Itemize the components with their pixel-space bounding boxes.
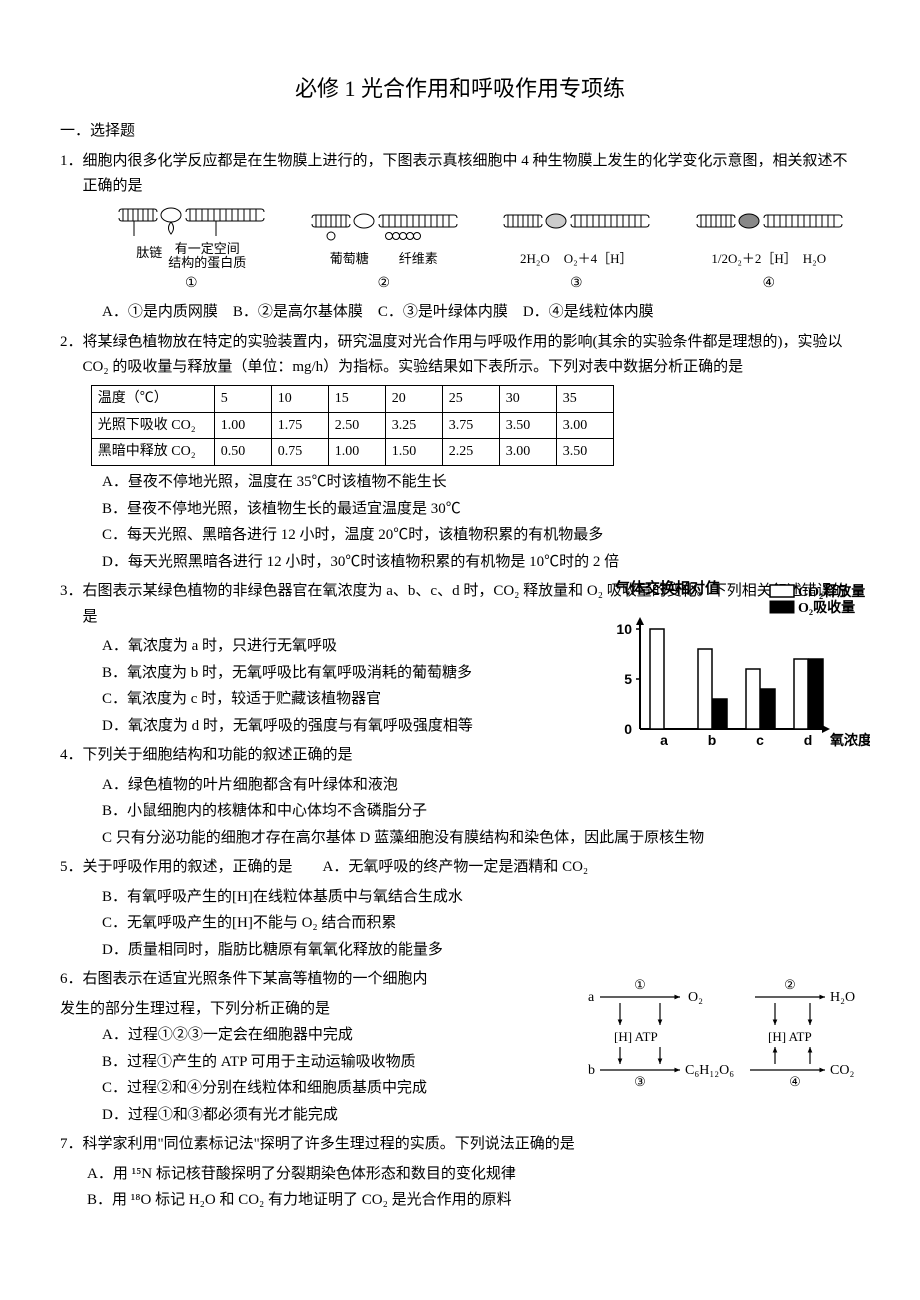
- q5-optB: B．有氧呼吸产生的[H]在线粒体基质中与氧结合生成水: [60, 885, 860, 911]
- q6-optA: A．过程①②③一定会在细胞器中完成: [60, 1023, 540, 1049]
- q1-d4-l2: H₂O: [803, 248, 826, 270]
- q7-stem: 7．科学家利用"同位素标记法"探明了许多生理过程的实质。下列说法正确的是: [60, 1132, 860, 1158]
- q6-optC: C．过程②和④分别在线粒体和细胞质基质中完成: [60, 1076, 540, 1102]
- membrane-icon: [501, 212, 651, 246]
- q1-d3-l1: 2H₂O: [520, 248, 550, 270]
- svg-text:5: 5: [624, 671, 632, 687]
- svg-text:CO₂: CO₂: [830, 1063, 854, 1078]
- q1-d1-l2: 有一定空间: [168, 242, 246, 256]
- svg-text:CO₂释放量: CO₂释放量: [798, 583, 865, 600]
- svg-text:②: ②: [784, 977, 796, 992]
- q1-d3-num: ③: [570, 272, 583, 296]
- q1-d4-num: ④: [762, 272, 775, 296]
- section-heading: 一．选择题: [60, 119, 860, 145]
- svg-text:10: 10: [616, 621, 632, 637]
- svg-text:b: b: [588, 1063, 595, 1078]
- membrane-icon: [694, 212, 844, 246]
- q6-optB: B．过程①产生的 ATP 可用于主动运输吸收物质: [60, 1050, 540, 1076]
- q1-d1-l3: 结构的蛋白质: [168, 256, 246, 270]
- svg-text:0: 0: [624, 721, 632, 737]
- page-title: 必修 1 光合作用和呼吸作用专项练: [60, 70, 860, 107]
- q1-d2-l2: 纤维素: [399, 248, 438, 270]
- q2-optB: B．昼夜不停地光照，该植物生长的最适宜温度是 30℃: [60, 497, 860, 523]
- q1-d2-num: ②: [377, 272, 390, 296]
- q4-optCD: C 只有分泌功能的细胞才存在高尔基体 D 蓝藻细胞没有膜结构和染色体，因此属于原…: [60, 826, 860, 852]
- q5-optD: D．质量相同时，脂肪比糖原有氧氧化释放的能量多: [60, 938, 860, 964]
- svg-text:b: b: [708, 732, 717, 748]
- svg-text:③: ③: [634, 1074, 646, 1089]
- svg-text:a: a: [588, 990, 595, 1005]
- svg-text:a: a: [660, 732, 668, 748]
- svg-text:气体交换相对值: 气体交换相对值: [614, 579, 720, 597]
- q3-optD: D．氧浓度为 d 时，无氧呼吸的强度与有氧呼吸强度相等: [60, 714, 580, 740]
- svg-text:d: d: [804, 732, 813, 748]
- q5-stem: 5．关于呼吸作用的叙述，正确的是 A．无氧呼吸的终产物一定是酒精和 CO₂: [60, 855, 860, 881]
- q5-optC: C．无氧呼吸产生的[H]不能与 O₂ 结合而积累: [60, 911, 860, 937]
- q1-diagram-2: 葡萄糖 纤维素 ②: [309, 212, 459, 296]
- q1-d1-num: ①: [185, 272, 198, 296]
- table-row: 温度（℃） 5 10 15 20 25 30 35: [91, 385, 613, 412]
- svg-text:①: ①: [634, 977, 646, 992]
- q1-d4-l1: 1/2O₂＋2［H］: [711, 248, 796, 270]
- q3-chart: 气体交换相对值 CO₂释放量O₂吸收量 0 5 10 a b c d 氧浓度(%): [610, 579, 870, 759]
- q4-optA: A．绿色植物的叶片细胞都含有叶绿体和液泡: [60, 773, 860, 799]
- q7-optA: A．用 ¹⁵N 标记核苷酸探明了分裂期染色体形态和数目的变化规律: [60, 1162, 860, 1188]
- q6-diagram: a ① O₂ ② H₂O [H] ATP [H] ATP b ③ C₆H₁₂O₆ ④ CO₂: [580, 975, 860, 1095]
- svg-text:氧浓度(%): 氧浓度(%): [829, 732, 870, 749]
- q1-diagram-4: 1/2O₂＋2［H］ H₂O ④: [694, 212, 844, 296]
- svg-text:O₂吸收量: O₂吸收量: [798, 599, 855, 616]
- q1-d1-l1: 肽链: [136, 242, 162, 271]
- q1-options: A．①是内质网膜 B．②是高尔基体膜 C．③是叶绿体内膜 D．④是线粒体内膜: [60, 300, 860, 326]
- q3-optC: C．氧浓度为 c 时，较适于贮藏该植物器官: [60, 687, 580, 713]
- q2-optC: C．每天光照、黑暗各进行 12 小时，温度 20℃时，该植物积累的有机物最多: [60, 523, 860, 549]
- table-row: 光照下吸收 CO₂ 1.00 1.75 2.50 3.25 3.75 3.50 …: [91, 412, 613, 439]
- q1-d2-l1: 葡萄糖: [330, 248, 369, 270]
- svg-text:[H] ATP: [H] ATP: [614, 1029, 658, 1044]
- q3-optB: B．氧浓度为 b 时，无氧呼吸比有氧呼吸消耗的葡萄糖多: [60, 661, 580, 687]
- q1-stem: 1．细胞内很多化学反应都是在生物膜上进行的，下图表示真核细胞中 4 种生物膜上发…: [60, 149, 860, 200]
- q6-optD: D．过程①和③都必须有光才能完成: [60, 1103, 540, 1129]
- svg-text:C₆H₁₂O₆: C₆H₁₂O₆: [685, 1063, 734, 1078]
- q1-d3-l2: O₂＋4［H］: [564, 248, 633, 270]
- svg-text:c: c: [756, 732, 764, 748]
- q1-diagrams: 肽链 有一定空间 结构的蛋白质 ①: [100, 206, 860, 296]
- q4-optB: B．小鼠细胞内的核糖体和中心体均不含磷脂分子: [60, 799, 860, 825]
- q2-optA: A．昼夜不停地光照，温度在 35℃时该植物不能生长: [60, 470, 860, 496]
- svg-text:H₂O: H₂O: [830, 990, 855, 1005]
- membrane-icon: [116, 206, 266, 240]
- svg-text:O₂: O₂: [688, 990, 703, 1005]
- q2-stem: 2．将某绿色植物放在特定的实验装置内，研究温度对光合作用与呼吸作用的影响(其余的…: [60, 330, 860, 381]
- q2-optD: D．每天光照黑暗各进行 12 小时，30℃时该植物积累的有机物是 10℃时的 2…: [60, 550, 860, 576]
- q3-optA: A．氧浓度为 a 时，只进行无氧呼吸: [60, 634, 580, 660]
- q7-optB: B．用 ¹⁸O 标记 H₂O 和 CO₂ 有力地证明了 CO₂ 是光合作用的原料: [60, 1188, 860, 1214]
- table-row: 黑暗中释放 CO₂ 0.50 0.75 1.00 1.50 2.25 3.00 …: [91, 439, 613, 466]
- svg-text:④: ④: [789, 1074, 801, 1089]
- svg-text:[H] ATP: [H] ATP: [768, 1029, 812, 1044]
- q1-diagram-1: 肽链 有一定空间 结构的蛋白质 ①: [116, 206, 266, 296]
- q2-table: 温度（℃） 5 10 15 20 25 30 35 光照下吸收 CO₂ 1.00…: [91, 385, 614, 466]
- membrane-icon: [309, 212, 459, 246]
- q1-diagram-3: 2H₂O O₂＋4［H］ ③: [501, 212, 651, 296]
